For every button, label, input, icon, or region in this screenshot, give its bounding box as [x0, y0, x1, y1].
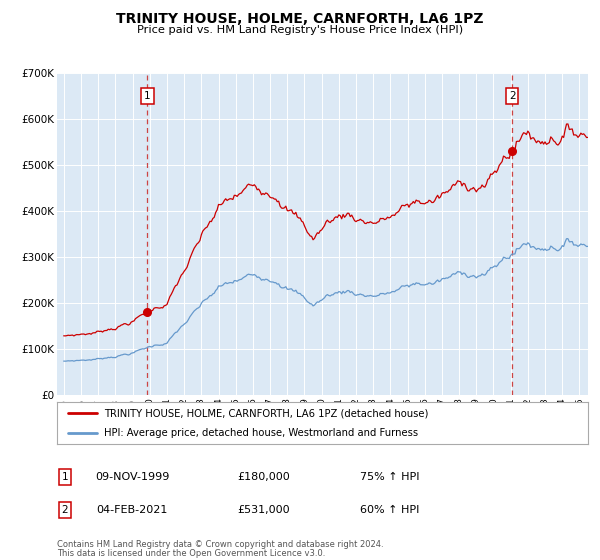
Text: TRINITY HOUSE, HOLME, CARNFORTH, LA6 1PZ (detached house): TRINITY HOUSE, HOLME, CARNFORTH, LA6 1PZ… — [104, 408, 428, 418]
Text: 60% ↑ HPI: 60% ↑ HPI — [360, 505, 419, 515]
Text: £531,000: £531,000 — [238, 505, 290, 515]
Text: 1: 1 — [144, 91, 151, 101]
Text: 04-FEB-2021: 04-FEB-2021 — [97, 505, 167, 515]
Text: 1: 1 — [61, 472, 68, 482]
Text: Contains HM Land Registry data © Crown copyright and database right 2024.: Contains HM Land Registry data © Crown c… — [57, 540, 383, 549]
Text: 09-NOV-1999: 09-NOV-1999 — [95, 472, 169, 482]
Text: Price paid vs. HM Land Registry's House Price Index (HPI): Price paid vs. HM Land Registry's House … — [137, 25, 463, 35]
Text: £180,000: £180,000 — [238, 472, 290, 482]
Text: 75% ↑ HPI: 75% ↑ HPI — [360, 472, 419, 482]
Text: HPI: Average price, detached house, Westmorland and Furness: HPI: Average price, detached house, West… — [104, 428, 418, 437]
Text: TRINITY HOUSE, HOLME, CARNFORTH, LA6 1PZ: TRINITY HOUSE, HOLME, CARNFORTH, LA6 1PZ — [116, 12, 484, 26]
Text: 2: 2 — [61, 505, 68, 515]
Text: This data is licensed under the Open Government Licence v3.0.: This data is licensed under the Open Gov… — [57, 549, 325, 558]
Text: 2: 2 — [509, 91, 515, 101]
